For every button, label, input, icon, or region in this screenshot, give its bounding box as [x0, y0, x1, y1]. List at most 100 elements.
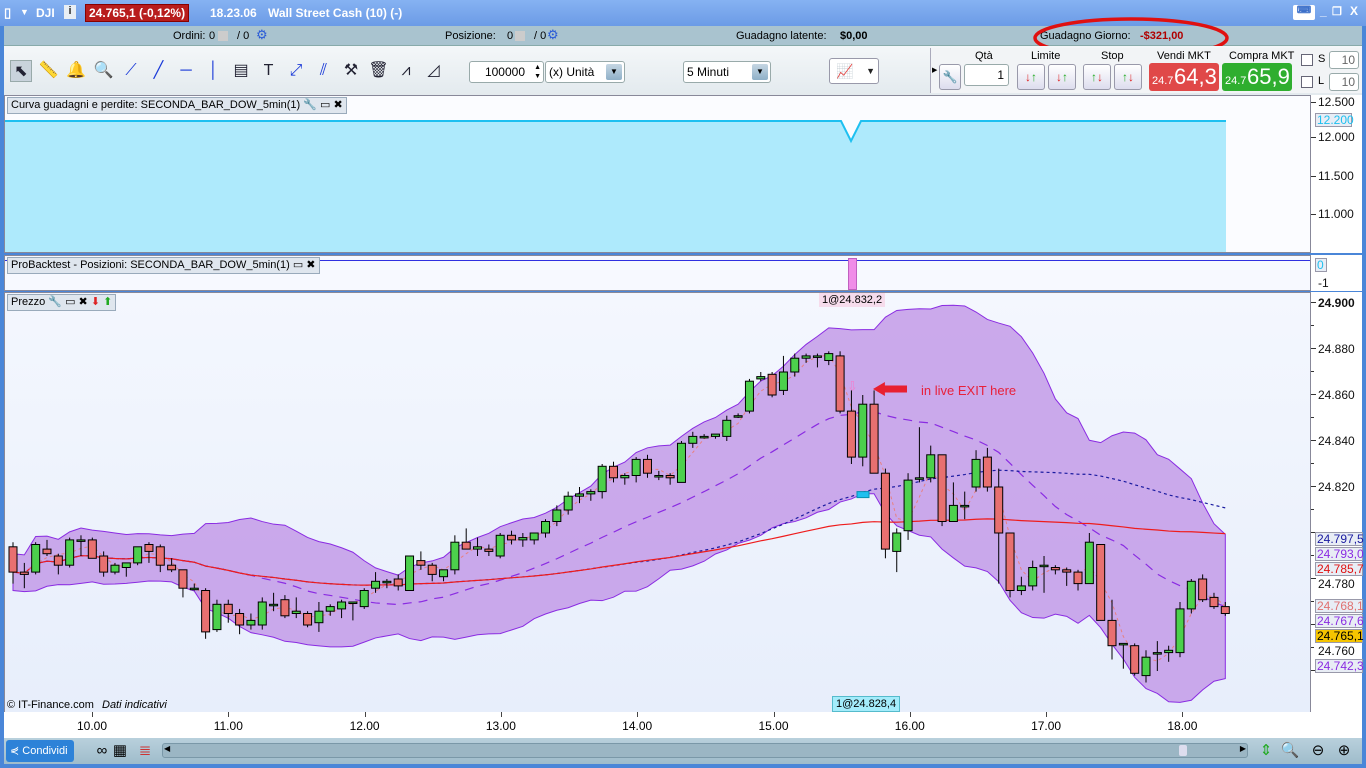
- maximize-icon[interactable]: ▭: [65, 296, 76, 308]
- exit-annotation: in live EXIT here: [921, 383, 1017, 398]
- stop-buy-button[interactable]: ↑↓: [1083, 64, 1111, 90]
- line-icon[interactable]: ╱: [153, 62, 164, 79]
- x-axis-label: 18.00: [1167, 719, 1198, 733]
- close-panel-icon[interactable]: ✖: [333, 99, 343, 111]
- chevron-down-icon[interactable]: ▼: [752, 64, 768, 80]
- candle: [710, 433, 720, 439]
- alert-bell-icon[interactable]: 🔔: [66, 62, 86, 79]
- candle: [620, 473, 630, 485]
- quantity-stepper[interactable]: 100000 ▲ ▼: [469, 61, 544, 83]
- chart-settings-icon[interactable]: ▦: [112, 742, 128, 759]
- horizontal-scrollbar[interactable]: ◀ ▶: [162, 743, 1248, 758]
- minimize-button[interactable]: _: [1320, 4, 1327, 18]
- zoom-out-icon[interactable]: ⊖: [1311, 742, 1325, 759]
- zoom-icon[interactable]: 🔍: [93, 62, 114, 79]
- chevron-down-icon[interactable]: ▼: [20, 7, 29, 17]
- candle-body-down: [303, 613, 313, 626]
- sell-market-button[interactable]: 24.7 64,3: [1149, 63, 1219, 91]
- symbol-label[interactable]: DJI: [36, 6, 55, 20]
- close-button[interactable]: X: [1350, 4, 1359, 18]
- vertical-line-icon[interactable]: │: [208, 62, 219, 79]
- tools-icon[interactable]: ⚒: [343, 62, 359, 79]
- wrench-icon[interactable]: 🔧: [48, 296, 63, 308]
- candle-body-up: [1084, 541, 1094, 585]
- scroll-left-icon[interactable]: ◀: [164, 744, 171, 753]
- positions-panel-title: ProBacktest - Posizioni: SECONDA_BAR_DOW…: [11, 259, 290, 271]
- title-bar: ▯ ▼ DJI i 24.765,1 (-0,12%) 18.23.06 Wal…: [0, 0, 1366, 26]
- candle-body-up: [212, 603, 222, 631]
- fibonacci-icon[interactable]: ⤢: [289, 62, 303, 79]
- indicator-chart-icon: 📈: [836, 63, 854, 79]
- stop-sell-button[interactable]: ↑↓: [1114, 64, 1142, 90]
- horizontal-line-icon[interactable]: ─: [180, 62, 192, 79]
- trend-icon[interactable]: ⩘: [401, 62, 411, 79]
- link-icon[interactable]: ∞: [96, 742, 108, 759]
- s-input[interactable]: 10: [1329, 51, 1359, 69]
- candle-body-up: [110, 564, 120, 573]
- stepper-arrows-icon[interactable]: ▲ ▼: [534, 64, 541, 80]
- candle: [495, 533, 505, 559]
- l-input[interactable]: 10: [1329, 73, 1359, 91]
- segment-icon[interactable]: ⟋: [125, 62, 137, 79]
- channel-icon[interactable]: ⫽: [319, 62, 328, 79]
- candle: [722, 415, 732, 441]
- price-change-badge: 24.765,1 (-0,12%): [85, 4, 190, 22]
- scrollbar-thumb[interactable]: [1179, 745, 1187, 756]
- wrench-icon[interactable]: 🔧: [939, 64, 961, 90]
- maximize-icon[interactable]: ▭: [292, 259, 304, 271]
- candle: [960, 491, 970, 520]
- gear-icon[interactable]: ⚙: [547, 27, 559, 42]
- limit-buy-button[interactable]: ↓↑: [1017, 64, 1045, 90]
- chevron-down-icon[interactable]: ▼: [606, 64, 622, 80]
- cursor-icon[interactable]: ⬉: [10, 60, 32, 82]
- wrench-icon[interactable]: 🔧: [303, 99, 317, 111]
- cancel-orders-icon[interactable]: [218, 31, 228, 41]
- zoom-vertical-icon[interactable]: 🔍: [1280, 742, 1300, 759]
- unit-select[interactable]: (x) Unità ▼: [545, 61, 625, 83]
- share-button[interactable]: ⋞ Condividi: [6, 740, 74, 762]
- tick: [1311, 176, 1316, 177]
- s-checkbox[interactable]: [1301, 54, 1313, 66]
- restore-button[interactable]: ❐: [1332, 6, 1342, 18]
- candlestick-icon[interactable]: ▯: [4, 5, 12, 20]
- candle: [926, 445, 936, 483]
- scroll-right-icon[interactable]: ▶: [1239, 744, 1246, 753]
- close-panel-icon[interactable]: ✖: [78, 296, 88, 308]
- l-checkbox[interactable]: [1301, 76, 1313, 88]
- limit-sell-button[interactable]: ↓↑: [1048, 64, 1076, 90]
- add-indicator-button[interactable]: 📈 ▼: [829, 58, 879, 84]
- zoom-in-icon[interactable]: ⊕: [1337, 742, 1351, 759]
- candle-body-up: [1016, 585, 1026, 591]
- equity-curve-panel: Curva guadagni e perdite: SECONDA_BAR_DO…: [4, 95, 1311, 253]
- bars-icon[interactable]: ≣: [138, 742, 152, 759]
- candle-body-up: [314, 610, 324, 624]
- autoscale-icon[interactable]: ⇕: [1259, 742, 1273, 759]
- candle-body-down: [994, 486, 1004, 534]
- x-axis-label: 12.00: [349, 719, 380, 733]
- close-panel-icon[interactable]: ✖: [306, 259, 316, 271]
- disclaimer: Dati indicativi: [102, 699, 167, 711]
- move-down-icon[interactable]: ⬇: [90, 296, 101, 308]
- expand-arrow-icon[interactable]: ▶: [932, 67, 938, 74]
- close-position-icon[interactable]: [515, 31, 525, 41]
- chevron-down-icon[interactable]: ▼: [866, 66, 875, 76]
- latent-gain-label: Guadagno latente:: [736, 30, 827, 42]
- triangle-icon[interactable]: ◿: [427, 62, 440, 79]
- gear-icon[interactable]: ⚙: [256, 27, 268, 42]
- keyboard-icon[interactable]: ⌨: [1293, 5, 1315, 20]
- order-qty-input[interactable]: 1: [964, 64, 1009, 86]
- info-icon[interactable]: i: [64, 5, 76, 19]
- maximize-icon[interactable]: ▭: [320, 99, 331, 111]
- candle: [144, 542, 154, 563]
- timeframe-select[interactable]: 5 Minuti ▼: [683, 61, 771, 83]
- price-level-label: 24.767,6: [1315, 614, 1364, 629]
- move-up-icon[interactable]: ⬆: [103, 296, 113, 308]
- equity-line: [5, 120, 1226, 144]
- indicator-icon[interactable]: ▤: [233, 62, 249, 79]
- text-icon[interactable]: T: [263, 62, 274, 79]
- ruler-icon[interactable]: 📏: [38, 62, 59, 79]
- trash-icon[interactable]: 🗑: [368, 62, 389, 79]
- red-arrow-icon: [873, 382, 907, 396]
- buy-market-button[interactable]: 24.7 65,9: [1222, 63, 1292, 91]
- s-value: 10: [1341, 53, 1355, 67]
